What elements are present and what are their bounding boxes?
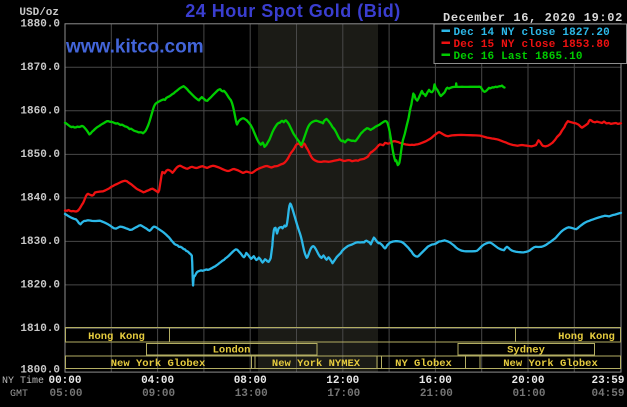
svg-text:New York NYMEX: New York NYMEX bbox=[272, 358, 361, 370]
svg-text:London: London bbox=[213, 345, 251, 357]
svg-text:08:00: 08:00 bbox=[234, 375, 267, 387]
svg-text:04:00: 04:00 bbox=[141, 375, 174, 387]
svg-text:1800.0: 1800.0 bbox=[20, 365, 60, 377]
svg-text:NY Time: NY Time bbox=[2, 375, 44, 387]
svg-text:Hong Kong: Hong Kong bbox=[558, 331, 615, 343]
svg-text:www.kitco.com: www.kitco.com bbox=[65, 37, 204, 58]
svg-text:1820.0: 1820.0 bbox=[20, 279, 60, 291]
svg-text:01:00: 01:00 bbox=[512, 388, 545, 400]
svg-text:21:00: 21:00 bbox=[420, 388, 453, 400]
svg-text:1880.0: 1880.0 bbox=[20, 18, 60, 30]
svg-text:Hong Kong: Hong Kong bbox=[88, 331, 145, 343]
svg-text:24 Hour Spot Gold (Bid): 24 Hour Spot Gold (Bid) bbox=[185, 1, 401, 21]
svg-text:1850.0: 1850.0 bbox=[20, 149, 60, 161]
svg-text:1840.0: 1840.0 bbox=[20, 192, 60, 204]
svg-text:13:00: 13:00 bbox=[235, 388, 268, 400]
svg-text:12:00: 12:00 bbox=[326, 375, 359, 387]
svg-text:23:59: 23:59 bbox=[591, 375, 624, 387]
svg-text:New York Globex: New York Globex bbox=[503, 358, 598, 370]
svg-text:New York Globex: New York Globex bbox=[111, 358, 206, 370]
svg-text:00:00: 00:00 bbox=[48, 375, 81, 387]
svg-text:December 16, 2020 19:02: December 16, 2020 19:02 bbox=[443, 11, 623, 25]
svg-text:05:00: 05:00 bbox=[49, 388, 82, 400]
svg-text:20:00: 20:00 bbox=[511, 375, 544, 387]
svg-text:Dec 14 NY close 1827.20: Dec 14 NY close 1827.20 bbox=[454, 27, 610, 39]
svg-text:16:00: 16:00 bbox=[419, 375, 452, 387]
svg-text:1810.0: 1810.0 bbox=[20, 323, 60, 335]
svg-text:1860.0: 1860.0 bbox=[20, 105, 60, 117]
svg-text:17:00: 17:00 bbox=[327, 388, 360, 400]
svg-text:GMT: GMT bbox=[10, 389, 28, 400]
svg-text:1870.0: 1870.0 bbox=[20, 62, 60, 74]
svg-text:09:00: 09:00 bbox=[142, 388, 175, 400]
svg-text:Dec 16 Last 1865.10: Dec 16 Last 1865.10 bbox=[454, 51, 583, 63]
svg-text:NY Globex: NY Globex bbox=[395, 358, 452, 370]
svg-text:04:59: 04:59 bbox=[591, 388, 624, 400]
svg-text:1830.0: 1830.0 bbox=[20, 236, 60, 248]
svg-text:Sydney: Sydney bbox=[507, 345, 546, 357]
svg-text:USD/oz: USD/oz bbox=[19, 7, 59, 19]
svg-text:Dec 15 NY close 1853.80: Dec 15 NY close 1853.80 bbox=[454, 39, 610, 51]
